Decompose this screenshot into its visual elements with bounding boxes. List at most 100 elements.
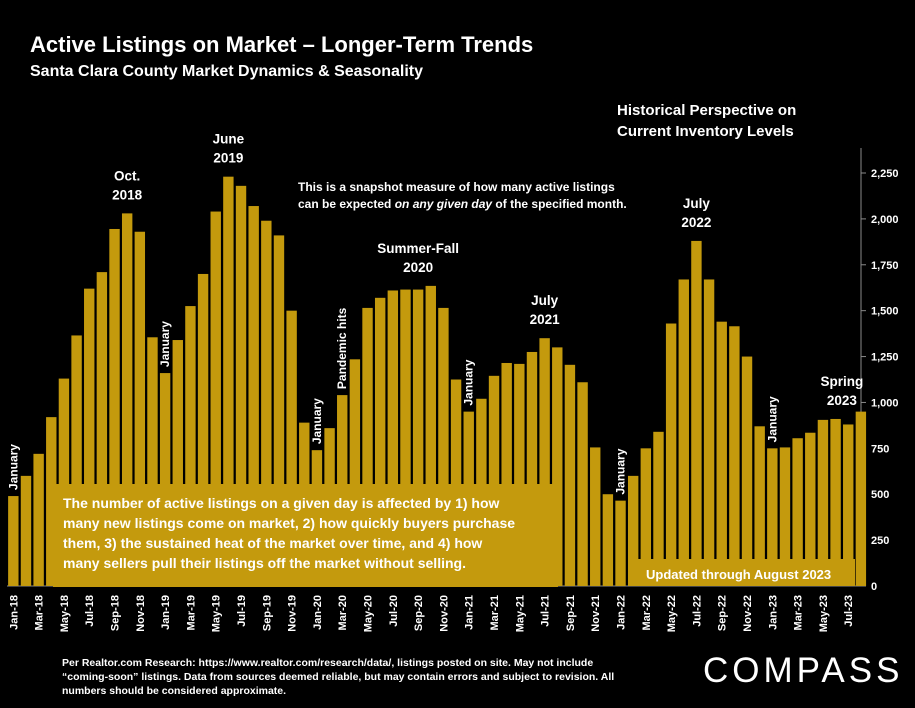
bar [741,356,753,586]
bar [185,306,196,586]
perspective-note: Historical Perspective on Current Invent… [617,102,797,140]
bar [425,285,436,586]
peak-annotation: 2020 [403,260,433,275]
bar [767,448,778,586]
rotated-annotation: January [614,448,628,494]
bar [615,500,626,586]
x-tick-label: May-19 [211,595,223,632]
bar [261,220,272,587]
rotated-annotation: Pandemic hits [335,307,349,389]
peak-annotation: Summer-Fall [377,241,459,256]
updated-text: Updated through August 2023 [646,567,831,582]
bar [147,337,158,586]
bar [539,338,550,586]
x-tick-label: Jul-20 [388,595,400,627]
x-tick-label: May-20 [363,595,375,632]
y-tick-label: 1,250 [871,352,899,364]
peak-annotation: July [531,293,559,308]
x-tick-label: Jul-19 [236,595,248,627]
bar [362,307,373,586]
bar [210,211,221,586]
x-tick-label: May-23 [818,595,830,632]
bar [121,213,133,587]
rotated-annotation: January [6,444,20,490]
bar [134,231,146,586]
bar [716,321,727,586]
x-tick-label: Jan-19 [160,595,172,630]
y-tick-label: 1,500 [871,306,899,318]
bar [640,448,652,586]
bar [286,310,297,586]
rotated-annotation: January [310,398,324,444]
bar [817,419,829,586]
bar [501,362,512,586]
x-tick-label: Jan-20 [312,595,324,630]
bar [805,432,816,586]
bar [172,340,183,586]
bar [779,447,791,586]
bar [653,431,664,586]
x-tick-label: Jul-22 [691,595,703,627]
y-tick-label: 750 [871,443,889,455]
chart-subtitle: Santa Clara County Market Dynamics & Sea… [30,63,424,80]
bar [349,359,361,586]
bar [488,375,500,586]
bar [678,279,689,586]
x-tick-label: Mar-21 [489,595,501,630]
x-tick-label: Nov-21 [590,595,602,632]
x-tick-label: Nov-18 [135,595,147,632]
snapshot-note: This is a snapshot measure of how many a… [298,180,615,194]
x-tick-label: Nov-22 [742,595,754,632]
bar [248,206,259,587]
info-box-text: them, 3) the sustained heat of the marke… [63,535,482,551]
x-tick-label: May-21 [514,595,526,632]
x-tick-label: Mar-20 [337,595,349,630]
x-tick-label: Sep-20 [413,595,425,631]
x-tick-label: Sep-19 [261,595,273,631]
info-box-text: The number of active listings on a given… [63,495,500,511]
x-tick-label: Mar-22 [641,595,653,630]
x-tick-label: Sep-18 [110,595,122,631]
peak-annotation: 2022 [681,215,711,230]
x-tick-label: Jan-18 [8,595,20,630]
bar [526,351,538,586]
y-tick-label: 2,250 [871,168,899,180]
x-tick-label: Sep-22 [717,595,729,631]
bar [400,289,411,586]
peak-annotation: Oct. [114,168,140,183]
y-tick-label: 1,000 [871,397,899,409]
info-box-text: many sellers pull their listings off the… [63,555,466,571]
bar [450,379,462,586]
y-tick-label: 0 [871,581,877,593]
bar [58,378,70,586]
x-tick-label: Mar-18 [34,595,46,630]
bar [96,272,108,586]
snapshot-note: can be expected on any given day of the … [298,197,627,211]
y-tick-label: 2,000 [871,214,899,226]
bar [235,185,247,587]
x-tick-label: Jan-23 [767,595,779,630]
chart-title: Active Listings on Market – Longer-Term … [30,32,534,57]
bar [665,323,677,586]
footer-source-note: Per Realtor.com Research: https://www.re… [62,657,615,697]
y-tick-label: 1,750 [871,260,899,272]
bar [197,273,209,586]
peak-annotation: July [683,196,711,211]
bar [8,496,19,586]
bar [703,279,715,586]
bar [855,411,867,586]
peak-annotation: 2019 [213,151,243,166]
bar [46,417,57,586]
bar [20,475,32,586]
bar [729,326,740,586]
bar [627,475,639,586]
info-box [53,484,558,587]
bar [691,240,702,586]
x-tick-label: Nov-19 [287,595,299,632]
bar [514,363,525,586]
bar [564,364,576,586]
x-tick-label: May-18 [59,595,71,632]
x-tick-label: Jan-21 [464,595,476,630]
bar [84,288,95,586]
